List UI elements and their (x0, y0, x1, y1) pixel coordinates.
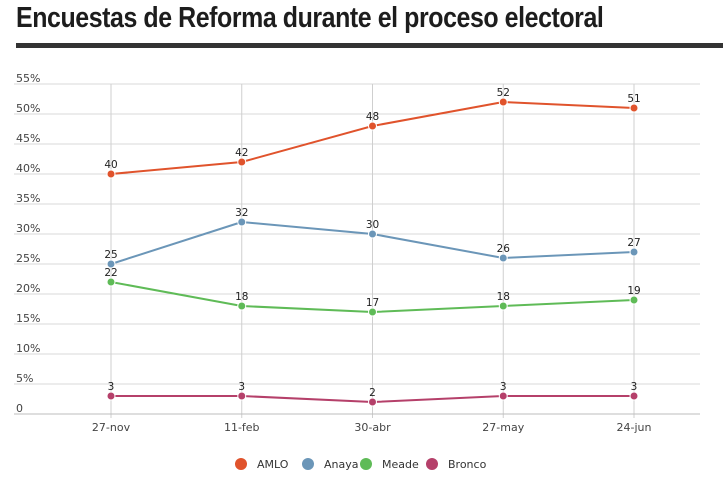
x-tick-label: 27-nov (92, 421, 131, 434)
y-tick-label: 55% (16, 72, 40, 85)
data-label-bronco: 3 (108, 381, 115, 393)
x-tick-label: 27-may (482, 421, 524, 434)
data-point-amlo (498, 97, 508, 107)
data-label-bronco: 3 (238, 381, 245, 393)
legend-label-bronco: Bronco (448, 458, 487, 471)
x-tick-label: 30-abr (354, 421, 391, 434)
data-point-meade (237, 301, 247, 311)
grid (14, 83, 700, 418)
title-divider (16, 43, 723, 48)
data-label-meade: 22 (104, 267, 117, 279)
legend-marker-meade (360, 458, 372, 470)
data-point-anaya (629, 247, 639, 257)
data-point-amlo (368, 121, 377, 131)
data-label-bronco: 3 (631, 381, 638, 393)
data-point-bronco (106, 391, 116, 401)
y-tick-label: 35% (16, 192, 40, 205)
data-label-meade: 19 (627, 285, 640, 297)
legend-label-amlo: AMLO (257, 458, 289, 471)
y-tick-label: 45% (16, 132, 40, 145)
data-label-meade: 17 (366, 297, 379, 309)
chart-title: Encuestas de Reforma durante el proceso … (16, 2, 604, 34)
data-point-bronco (629, 391, 639, 401)
legend-marker-amlo (235, 458, 247, 470)
x-tick-label: 11-feb (224, 421, 260, 434)
data-point-amlo (629, 103, 639, 113)
y-tick-label: 30% (16, 222, 40, 235)
data-label-meade: 18 (497, 291, 510, 303)
data-point-amlo (106, 169, 116, 179)
data-label-anaya: 26 (497, 243, 511, 255)
data-label-meade: 18 (235, 291, 248, 303)
axes: 0 5% 10% 15% 20% 25% 30% 35% 40% 45% 50% 55% 27-nov 1… (14, 72, 700, 434)
data-point-anaya (368, 229, 377, 239)
y-tick-label: 25% (16, 252, 40, 265)
data-label-anaya: 25 (104, 249, 117, 261)
legend-label-anaya: Anaya (324, 458, 359, 471)
data-label-bronco: 3 (500, 381, 507, 393)
data-label-bronco: 2 (369, 387, 376, 399)
data-point-anaya (106, 259, 116, 269)
y-tick-label: 50% (16, 102, 40, 115)
data-label-amlo: 48 (366, 111, 379, 123)
data-point-anaya (237, 217, 247, 227)
legend-marker-anaya (302, 458, 314, 470)
y-tick-label: 10% (16, 342, 40, 355)
data-label-amlo: 52 (497, 87, 510, 99)
data-point-meade (498, 301, 508, 311)
data-point-meade (106, 277, 116, 287)
legend: AMLO Anaya Meade Bronco (235, 458, 487, 471)
data-point-bronco (498, 391, 508, 401)
data-label-anaya: 32 (235, 207, 248, 219)
data-point-bronco (368, 397, 377, 407)
data-label-amlo: 42 (235, 147, 248, 159)
data-label-anaya: 27 (627, 237, 640, 249)
data-point-bronco (237, 391, 247, 401)
y-tick-label: 5% (16, 372, 33, 385)
data-point-amlo (237, 157, 247, 167)
data-label-anaya: 30 (366, 219, 379, 231)
data-point-anaya (498, 253, 508, 263)
data-point-meade (629, 295, 639, 305)
series-points (106, 97, 639, 407)
legend-label-meade: Meade (382, 458, 419, 471)
y-tick-label: 15% (16, 312, 40, 325)
y-tick-label: 20% (16, 282, 40, 295)
legend-marker-bronco (426, 458, 438, 470)
data-label-amlo: 40 (104, 159, 117, 171)
y-tick-label: 0 (16, 402, 23, 415)
data-label-amlo: 51 (627, 93, 640, 105)
x-tick-label: 24-jun (617, 421, 652, 434)
y-tick-label: 40% (16, 162, 40, 175)
data-point-meade (368, 307, 377, 317)
